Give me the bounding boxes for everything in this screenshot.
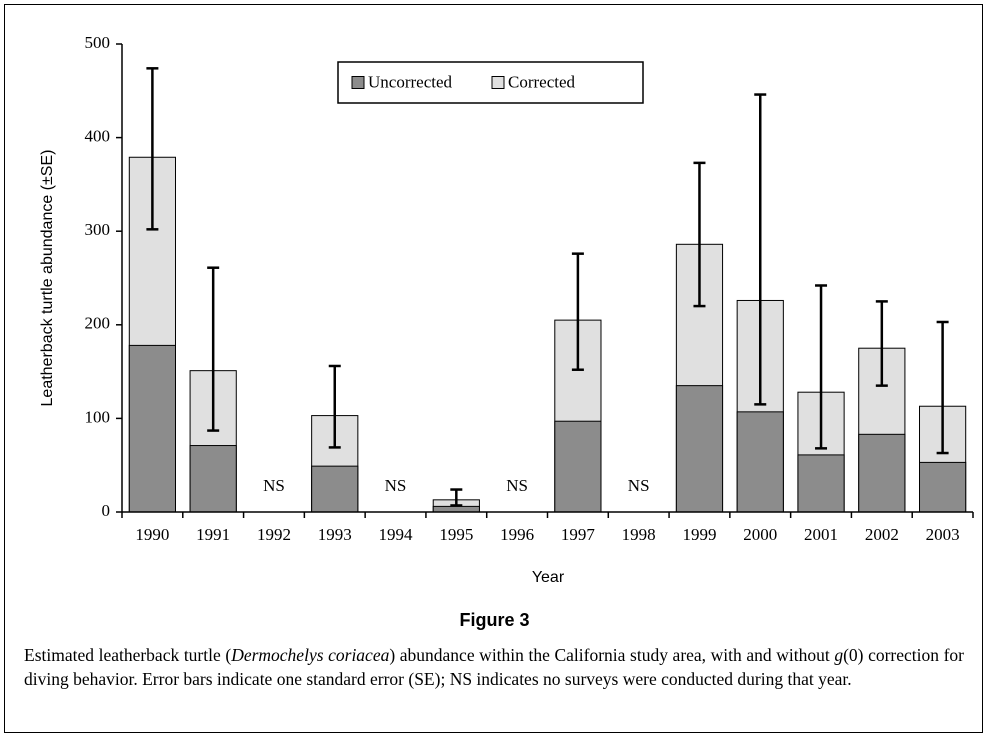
legend-label: Uncorrected [368, 72, 453, 91]
y-tick-label: 500 [85, 33, 111, 52]
legend-label: Corrected [508, 72, 576, 91]
bar [128, 344, 176, 513]
x-tick-label: 1995 [439, 525, 473, 544]
bar [858, 433, 906, 513]
annotation: NS [385, 476, 407, 495]
bar [675, 385, 724, 513]
x-tick-label: 1994 [379, 525, 414, 544]
bar [554, 420, 602, 513]
bar [736, 411, 784, 513]
x-tick-label: 1999 [682, 525, 716, 544]
legend-swatch [491, 76, 505, 89]
figure-frame [4, 4, 983, 733]
legend-box [337, 61, 644, 104]
x-tick-label: 2002 [865, 525, 899, 544]
x-tick-label: 1992 [257, 525, 291, 544]
caption-text: Estimated leatherback turtle ( [24, 645, 232, 665]
bar [432, 505, 480, 513]
annotation: NS [628, 476, 650, 495]
caption-text: Dermochelys coriacea [231, 645, 390, 665]
legend-swatch [351, 76, 365, 89]
x-tick-label: 1997 [561, 525, 596, 544]
x-tick-label: 2003 [926, 525, 960, 544]
caption-text: (0) correction for diving behavior. Erro… [24, 645, 964, 689]
annotation: NS [506, 476, 528, 495]
y-tick-label: 400 [85, 127, 111, 146]
caption: Estimated leatherback turtle (Dermochely… [24, 643, 964, 691]
x-tick-label: 2001 [804, 525, 838, 544]
bar [189, 445, 237, 513]
x-tick-label: 2000 [743, 525, 777, 544]
y-axis-title: Leatherback turtle abundance (±SE) [39, 150, 56, 407]
x-tick-label: 1991 [196, 525, 230, 544]
y-tick-label: 0 [102, 501, 111, 520]
x-tick-label: 1990 [135, 525, 169, 544]
y-tick-label: 100 [85, 407, 111, 426]
bar [797, 454, 845, 513]
x-tick-label: 1996 [500, 525, 534, 544]
annotation: NS [263, 476, 285, 495]
x-tick-label: 1993 [318, 525, 352, 544]
chart: Year Leatherback turtle abundance (±SE) … [39, 33, 974, 586]
bar [919, 461, 967, 513]
figure-label: Figure 3 [459, 610, 530, 630]
caption-text: g [834, 645, 844, 665]
x-axis-title: Year [532, 569, 565, 586]
y-tick-label: 300 [85, 220, 111, 239]
x-tick-label: 1998 [622, 525, 656, 544]
bar [311, 465, 359, 513]
caption-text: ) abundance within the California study … [389, 645, 835, 665]
y-tick-label: 200 [85, 314, 111, 333]
legend: Uncorrected Corrected [337, 61, 644, 104]
